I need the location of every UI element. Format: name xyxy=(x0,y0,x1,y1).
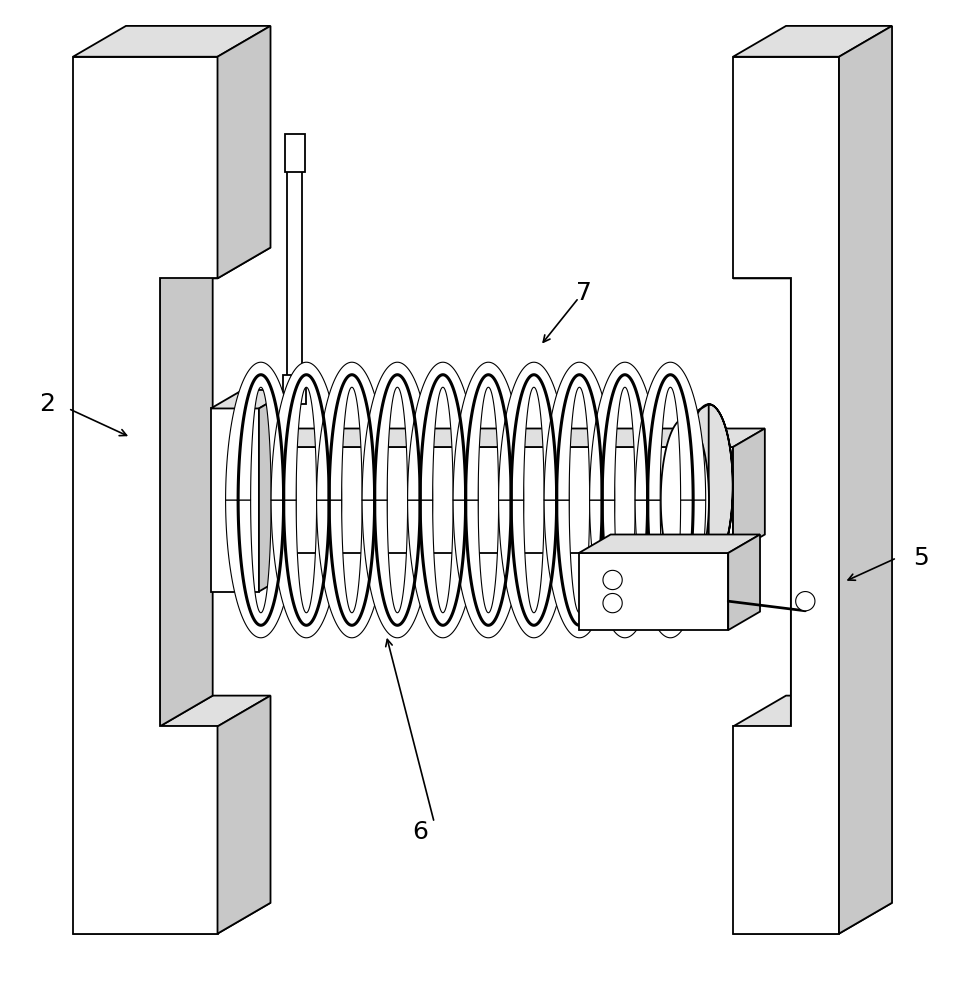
Polygon shape xyxy=(733,696,843,726)
Polygon shape xyxy=(590,500,660,638)
Polygon shape xyxy=(217,696,270,934)
Polygon shape xyxy=(635,362,705,500)
Polygon shape xyxy=(287,153,302,389)
Text: 2: 2 xyxy=(39,392,55,416)
Polygon shape xyxy=(635,500,705,638)
Polygon shape xyxy=(407,500,479,638)
Polygon shape xyxy=(499,500,569,638)
Polygon shape xyxy=(259,390,290,592)
Polygon shape xyxy=(217,447,733,553)
Polygon shape xyxy=(733,26,892,57)
Polygon shape xyxy=(271,500,342,638)
Text: 7: 7 xyxy=(576,281,592,305)
Polygon shape xyxy=(210,390,290,408)
Polygon shape xyxy=(362,500,432,638)
Polygon shape xyxy=(590,362,660,500)
Polygon shape xyxy=(73,26,270,57)
Polygon shape xyxy=(544,362,615,500)
Polygon shape xyxy=(454,500,524,638)
Polygon shape xyxy=(685,404,732,582)
Polygon shape xyxy=(684,404,732,568)
Polygon shape xyxy=(362,362,432,500)
Polygon shape xyxy=(210,408,259,592)
Polygon shape xyxy=(226,362,296,500)
Polygon shape xyxy=(271,362,342,500)
Polygon shape xyxy=(579,553,729,630)
Polygon shape xyxy=(159,248,270,278)
Polygon shape xyxy=(791,248,843,726)
Polygon shape xyxy=(544,500,615,638)
Polygon shape xyxy=(217,429,765,447)
Polygon shape xyxy=(283,375,306,404)
Polygon shape xyxy=(603,570,622,590)
Polygon shape xyxy=(661,418,709,582)
Polygon shape xyxy=(454,362,524,500)
Polygon shape xyxy=(729,534,760,630)
Polygon shape xyxy=(733,248,843,278)
Polygon shape xyxy=(796,592,815,611)
Polygon shape xyxy=(733,903,892,934)
Polygon shape xyxy=(217,26,270,278)
Polygon shape xyxy=(733,429,765,553)
Polygon shape xyxy=(317,362,387,500)
Polygon shape xyxy=(159,248,212,726)
Polygon shape xyxy=(73,57,217,934)
Text: 6: 6 xyxy=(412,820,427,844)
Polygon shape xyxy=(839,26,892,934)
Polygon shape xyxy=(73,903,270,934)
Polygon shape xyxy=(499,362,569,500)
Text: 5: 5 xyxy=(913,546,929,570)
Polygon shape xyxy=(407,362,479,500)
Polygon shape xyxy=(603,593,622,613)
Polygon shape xyxy=(733,57,839,934)
Polygon shape xyxy=(159,696,270,726)
Polygon shape xyxy=(226,500,296,638)
Polygon shape xyxy=(317,500,387,638)
Polygon shape xyxy=(579,534,760,553)
Polygon shape xyxy=(285,134,305,172)
